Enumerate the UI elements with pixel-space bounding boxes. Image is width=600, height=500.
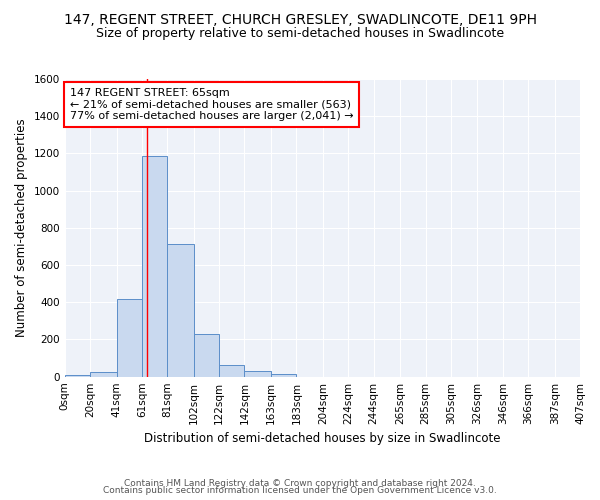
Text: Contains HM Land Registry data © Crown copyright and database right 2024.: Contains HM Land Registry data © Crown c… xyxy=(124,478,476,488)
Text: 147, REGENT STREET, CHURCH GRESLEY, SWADLINCOTE, DE11 9PH: 147, REGENT STREET, CHURCH GRESLEY, SWAD… xyxy=(64,12,536,26)
Bar xyxy=(90,372,116,376)
Bar xyxy=(219,364,244,376)
Bar xyxy=(167,244,194,376)
Text: 147 REGENT STREET: 65sqm
← 21% of semi-detached houses are smaller (563)
77% of : 147 REGENT STREET: 65sqm ← 21% of semi-d… xyxy=(70,88,353,121)
Y-axis label: Number of semi-detached properties: Number of semi-detached properties xyxy=(15,118,28,337)
Bar xyxy=(244,372,271,376)
Bar xyxy=(142,156,167,376)
Text: Contains public sector information licensed under the Open Government Licence v3: Contains public sector information licen… xyxy=(103,486,497,495)
Bar xyxy=(271,374,296,376)
X-axis label: Distribution of semi-detached houses by size in Swadlincote: Distribution of semi-detached houses by … xyxy=(144,432,500,445)
Bar xyxy=(65,375,90,376)
Bar xyxy=(194,334,219,376)
Bar xyxy=(116,298,142,376)
Text: Size of property relative to semi-detached houses in Swadlincote: Size of property relative to semi-detach… xyxy=(96,28,504,40)
